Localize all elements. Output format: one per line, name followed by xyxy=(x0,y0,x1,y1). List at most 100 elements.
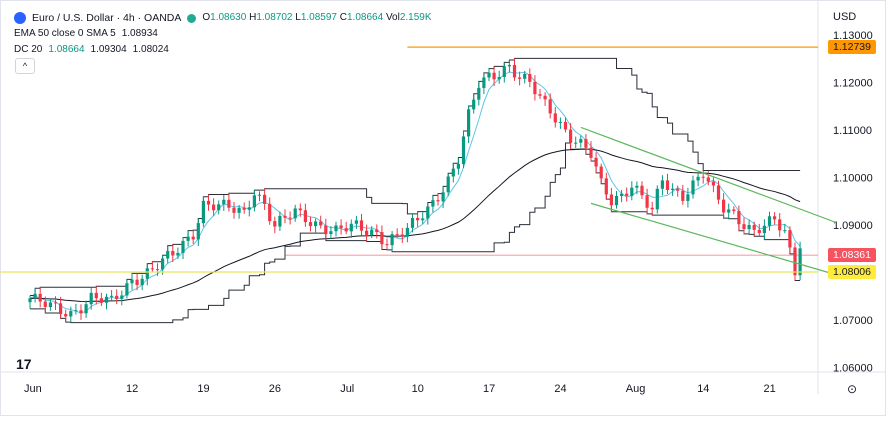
candle-body[interactable] xyxy=(686,194,690,201)
candle-body[interactable] xyxy=(89,292,93,305)
candle-body[interactable] xyxy=(308,222,313,227)
candle-body[interactable] xyxy=(395,234,399,236)
candle-body[interactable] xyxy=(528,74,532,82)
candle-body[interactable] xyxy=(671,188,675,191)
candle-body[interactable] xyxy=(451,168,455,177)
candle-body[interactable] xyxy=(518,77,522,79)
candle-body[interactable] xyxy=(798,248,802,276)
candle-body[interactable] xyxy=(339,225,343,229)
candle-body[interactable] xyxy=(263,194,267,204)
candle-body[interactable] xyxy=(329,231,333,235)
candle-body[interactable] xyxy=(201,200,205,224)
candle-body[interactable] xyxy=(604,178,608,195)
candle-body[interactable] xyxy=(716,185,721,200)
candle-body[interactable] xyxy=(344,228,348,232)
candle-body[interactable] xyxy=(176,252,180,256)
candle-body[interactable] xyxy=(569,129,573,143)
candle-body[interactable] xyxy=(53,302,58,304)
candle-body[interactable] xyxy=(33,293,37,299)
candle-body[interactable] xyxy=(574,142,578,144)
candle-body[interactable] xyxy=(563,121,568,130)
candle-body[interactable] xyxy=(79,310,83,314)
candle-body[interactable] xyxy=(171,250,175,256)
candle-body[interactable] xyxy=(737,210,741,225)
candle-body[interactable] xyxy=(492,72,496,80)
candle-body[interactable] xyxy=(273,221,277,227)
candle-body[interactable] xyxy=(125,283,129,296)
candle-body[interactable] xyxy=(482,77,486,88)
candle-body[interactable] xyxy=(655,188,659,210)
candle-body[interactable] xyxy=(283,215,287,218)
candle-body[interactable] xyxy=(625,193,629,196)
candle-body[interactable] xyxy=(620,193,624,196)
candle-body[interactable] xyxy=(74,310,78,312)
candle-body[interactable] xyxy=(43,301,47,308)
candle-body[interactable] xyxy=(298,208,302,211)
candle-body[interactable] xyxy=(558,121,562,123)
candle-body[interactable] xyxy=(431,200,435,207)
candle-body[interactable] xyxy=(538,94,542,96)
symbol-row[interactable]: Euro / U.S. Dollar · 4h · OANDA O1.08630… xyxy=(14,10,432,26)
candle-body[interactable] xyxy=(456,164,460,169)
candle-body[interactable] xyxy=(293,208,297,219)
candle-body[interactable] xyxy=(59,303,63,315)
candle-body[interactable] xyxy=(303,210,307,223)
candle-body[interactable] xyxy=(390,234,394,246)
candle-body[interactable] xyxy=(727,209,731,213)
channel-lower-trendline[interactable] xyxy=(590,202,836,276)
candle-body[interactable] xyxy=(788,230,792,248)
candle-body[interactable] xyxy=(99,298,103,303)
candle-body[interactable] xyxy=(416,217,420,221)
candle-body[interactable] xyxy=(191,236,195,240)
candle-body[interactable] xyxy=(349,223,353,232)
candle-body[interactable] xyxy=(206,200,211,205)
candle-body[interactable] xyxy=(268,203,272,222)
candle-body[interactable] xyxy=(28,298,32,303)
candle-body[interactable] xyxy=(380,232,384,245)
candle-body[interactable] xyxy=(691,180,695,195)
channel-upper-trendline[interactable] xyxy=(580,126,837,223)
candle-body[interactable] xyxy=(222,199,226,205)
candle-body[interactable] xyxy=(441,192,445,202)
candle-body[interactable] xyxy=(635,185,639,188)
candle-body[interactable] xyxy=(742,224,746,230)
candle-body[interactable] xyxy=(446,176,450,193)
indicator-row-dc[interactable]: DC 20 1.08664 1.09304 1.08024 xyxy=(14,42,432,58)
candle-body[interactable] xyxy=(145,268,149,279)
candle-body[interactable] xyxy=(314,221,318,227)
candle-body[interactable] xyxy=(186,236,190,241)
candle-body[interactable] xyxy=(722,199,726,213)
candle-body[interactable] xyxy=(793,247,797,276)
settings-icon[interactable]: ⊙ xyxy=(847,382,858,396)
candle-body[interactable] xyxy=(676,188,680,191)
candle-body[interactable] xyxy=(181,240,185,253)
candle-body[interactable] xyxy=(64,314,68,317)
candle-body[interactable] xyxy=(548,99,552,114)
candle-body[interactable] xyxy=(706,177,710,182)
candle-body[interactable] xyxy=(365,230,369,235)
candle-body[interactable] xyxy=(319,221,323,226)
candle-body[interactable] xyxy=(752,224,756,230)
candle-body[interactable] xyxy=(84,304,88,314)
indicator-name-ema[interactable]: EMA 50 close 0 SMA 5 xyxy=(14,28,116,39)
collapse-legend-button[interactable]: ^ xyxy=(15,58,35,74)
candle-body[interactable] xyxy=(288,217,292,219)
candle-body[interactable] xyxy=(247,207,251,210)
candle-body[interactable] xyxy=(140,278,144,286)
candle-body[interactable] xyxy=(94,292,98,299)
candle-body[interactable] xyxy=(594,157,598,167)
candle-body[interactable] xyxy=(252,195,256,208)
candle-body[interactable] xyxy=(354,220,358,224)
candle-body[interactable] xyxy=(257,194,262,196)
candle-body[interactable] xyxy=(324,225,328,235)
candle-body[interactable] xyxy=(477,87,481,100)
candle-body[interactable] xyxy=(405,227,409,237)
candle-body[interactable] xyxy=(166,250,170,259)
candle-body[interactable] xyxy=(650,207,654,210)
candle-body[interactable] xyxy=(701,176,705,178)
candle-body[interactable] xyxy=(110,295,114,297)
candle-body[interactable] xyxy=(130,279,134,284)
candle-body[interactable] xyxy=(783,230,787,232)
candle-body[interactable] xyxy=(523,74,527,79)
candle-body[interactable] xyxy=(278,215,282,227)
